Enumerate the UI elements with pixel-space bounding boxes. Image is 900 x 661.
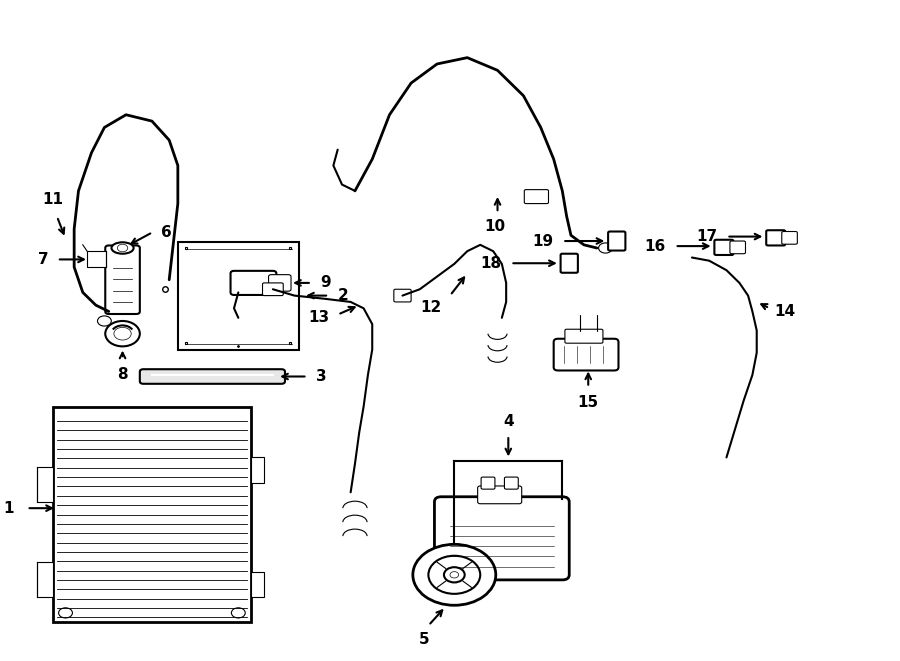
FancyBboxPatch shape xyxy=(230,271,276,295)
Bar xyxy=(37,562,52,597)
Text: 2: 2 xyxy=(338,288,348,303)
FancyBboxPatch shape xyxy=(482,477,495,489)
Text: 17: 17 xyxy=(697,229,718,244)
Text: 19: 19 xyxy=(533,233,554,249)
Circle shape xyxy=(231,608,245,618)
Text: 14: 14 xyxy=(774,304,795,319)
Ellipse shape xyxy=(112,243,133,254)
Circle shape xyxy=(105,321,140,346)
FancyBboxPatch shape xyxy=(140,369,285,384)
FancyBboxPatch shape xyxy=(561,254,578,273)
FancyBboxPatch shape xyxy=(504,477,518,489)
Text: 3: 3 xyxy=(316,369,327,384)
FancyBboxPatch shape xyxy=(565,329,603,343)
FancyBboxPatch shape xyxy=(730,241,745,254)
Bar xyxy=(37,467,52,502)
Text: 10: 10 xyxy=(484,219,506,235)
Text: 13: 13 xyxy=(308,310,329,325)
Circle shape xyxy=(413,545,496,605)
Circle shape xyxy=(58,608,72,618)
FancyBboxPatch shape xyxy=(87,251,106,267)
Text: 8: 8 xyxy=(117,367,128,381)
FancyBboxPatch shape xyxy=(525,190,548,204)
FancyBboxPatch shape xyxy=(554,338,618,370)
Circle shape xyxy=(428,556,481,594)
FancyBboxPatch shape xyxy=(268,275,291,291)
FancyBboxPatch shape xyxy=(782,231,797,244)
Bar xyxy=(178,242,299,350)
FancyBboxPatch shape xyxy=(478,486,522,504)
Text: 4: 4 xyxy=(503,414,514,429)
Text: 7: 7 xyxy=(38,252,49,267)
Text: 6: 6 xyxy=(161,225,172,240)
Circle shape xyxy=(598,243,612,253)
Bar xyxy=(52,407,251,623)
Text: 12: 12 xyxy=(420,300,441,315)
Text: 5: 5 xyxy=(418,632,429,647)
Circle shape xyxy=(444,567,464,582)
Circle shape xyxy=(114,327,131,340)
FancyBboxPatch shape xyxy=(715,240,733,255)
Text: 11: 11 xyxy=(42,192,63,207)
Text: 9: 9 xyxy=(320,276,331,290)
Text: 18: 18 xyxy=(481,256,502,271)
Text: 16: 16 xyxy=(644,239,666,254)
FancyBboxPatch shape xyxy=(608,231,626,251)
FancyBboxPatch shape xyxy=(394,290,411,302)
FancyBboxPatch shape xyxy=(105,245,140,314)
FancyBboxPatch shape xyxy=(766,230,785,245)
Bar xyxy=(251,572,265,597)
FancyBboxPatch shape xyxy=(263,283,284,295)
Circle shape xyxy=(117,244,128,252)
Circle shape xyxy=(97,316,112,326)
Circle shape xyxy=(450,572,459,578)
Text: 1: 1 xyxy=(4,500,13,516)
Text: 15: 15 xyxy=(578,395,599,410)
Bar xyxy=(251,457,265,483)
FancyBboxPatch shape xyxy=(435,497,569,580)
